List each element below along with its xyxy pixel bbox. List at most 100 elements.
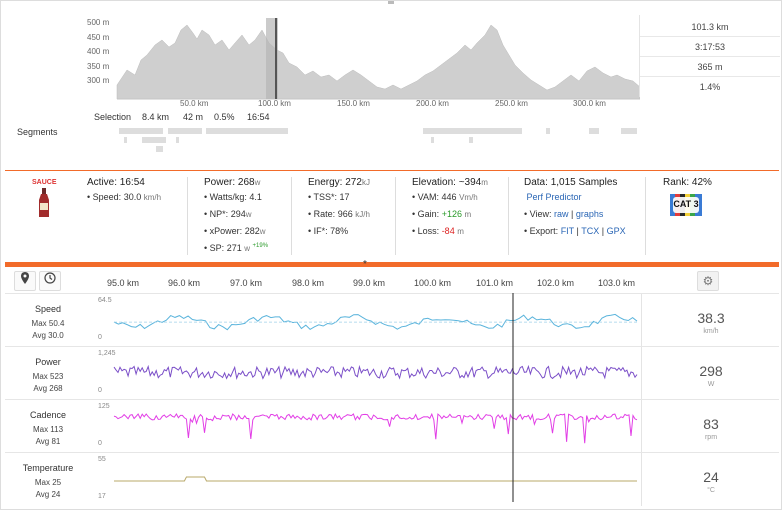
xpower-label: • xPower: (204, 226, 243, 236)
stream-unit: rpm (704, 434, 718, 441)
sauce-logo-text: SAUCE (32, 179, 57, 186)
rank-column: Rank: 42% (663, 177, 712, 192)
clock-icon (44, 272, 56, 284)
km-tick: 99.0 km (353, 278, 386, 288)
stream-max: Max 50.4 (31, 319, 65, 328)
stream-name: Speed (34, 304, 62, 314)
stream-unit: W (707, 381, 715, 388)
export-fit-link[interactable]: FIT (560, 226, 575, 236)
selection-gain: 42 m (183, 112, 204, 122)
speed-unit: km/h (143, 193, 162, 202)
rate-value: 966 (337, 209, 353, 219)
pin-button[interactable] (14, 271, 36, 291)
cat-badge-text: CAT 3 (673, 199, 699, 209)
stream-row-speed: Speed Max 50.4 Avg 30.0 64.5 0 38.3 km/h (5, 293, 779, 347)
speed-label: • Speed: (87, 192, 122, 202)
elevation-column: Elevation: ~394m • VAM: 446 Vm/h • Gain:… (412, 177, 488, 239)
stream-max: Max 25 (34, 478, 62, 487)
vam-unit: Vm/h (459, 193, 478, 202)
np-value: 294 (230, 209, 246, 219)
km-tick: 95.0 km (107, 278, 140, 288)
segments-label: Segments (17, 127, 58, 137)
sp-value: 271 (226, 243, 242, 253)
stream-axis-max: 64.5 (98, 297, 112, 304)
view-raw-link[interactable]: raw (554, 209, 569, 219)
data-title: Data: (524, 177, 548, 188)
stream-axis-min: 0 (98, 387, 102, 394)
settings-button[interactable]: ⚙ (697, 271, 719, 291)
elev-xtick: 50.0 km (180, 99, 209, 108)
sp-label: • SP: (204, 243, 225, 253)
stream-value: 38.3 (697, 310, 725, 326)
vam-label: • VAM: (412, 192, 439, 202)
stream-avg: Avg 268 (33, 384, 63, 393)
if-label: • IF*: (308, 226, 328, 236)
gear-icon: ⚙ (702, 274, 714, 288)
stat-grade: 1.4% (699, 82, 721, 92)
perf-predictor-link[interactable]: Perf Predictor (526, 192, 582, 202)
stream-line-temperature (114, 476, 637, 482)
cat-badge-icon[interactable]: CAT 3 (670, 194, 702, 216)
elev-ytick: 350 m (87, 62, 110, 71)
active-column: Active: 16:54 • Speed: 30.0 km/h (87, 177, 161, 205)
clock-button[interactable] (39, 271, 61, 291)
loss-label: • Loss: (412, 226, 440, 236)
data-value: 1,015 Samples (550, 177, 618, 188)
elev-xtick: 200.0 km (416, 99, 449, 108)
top-drag-handle[interactable] (388, 1, 394, 4)
view-graphs-link[interactable]: graphs (575, 209, 604, 219)
elev-xtick: 150.0 km (337, 99, 370, 108)
km-tick: 103.0 km (598, 278, 636, 288)
stream-max: Max 113 (32, 425, 64, 434)
export-gpx-link[interactable]: GPX (606, 226, 626, 236)
xpower-unit: w (259, 227, 266, 236)
np-label: • NP*: (204, 209, 229, 219)
tss-value: 17 (339, 192, 350, 202)
elev-ytick: 400 m (87, 47, 110, 56)
power-unit: w (254, 178, 261, 187)
km-tick: 100.0 km (414, 278, 452, 288)
stat-distance: 101.3 km (640, 17, 780, 37)
export-label: • Export: (524, 226, 559, 236)
stream-axis-max: 125 (98, 403, 110, 410)
rank-title: Rank: (663, 177, 690, 188)
elevation-value: ~394 (458, 177, 482, 188)
vam-value: 446 (441, 192, 457, 202)
energy-value: 272 (345, 177, 362, 188)
energy-unit: kJ (361, 178, 370, 187)
stream-line-speed (113, 313, 638, 331)
km-tick: 97.0 km (230, 278, 263, 288)
stat-time: 3:17:53 (640, 37, 780, 57)
data-column: Data: 1,015 Samples Perf Predictor • Vie… (524, 177, 626, 236)
selection-distance: 8.4 km (142, 112, 170, 122)
view-sep: | (571, 209, 574, 219)
panel-resize-handle[interactable]: * (363, 259, 367, 270)
export-tcx-link[interactable]: TCX (581, 226, 600, 236)
np-unit: w (245, 210, 252, 219)
stream-row-power: Power Max 523 Avg 268 1,245 0 298 W (5, 346, 779, 400)
stream-name: Temperature (22, 463, 74, 473)
km-tick: 98.0 km (292, 278, 325, 288)
elev-ytick: 300 m (87, 76, 110, 85)
stream-axis-min: 0 (98, 334, 102, 341)
pin-icon (21, 272, 29, 284)
active-value: 16:54 (119, 177, 145, 188)
stream-avg: Avg 81 (35, 437, 61, 446)
loss-value: -84 (441, 226, 455, 236)
elev-xtick: 300.0 km (573, 99, 606, 108)
km-tick: 102.0 km (537, 278, 575, 288)
wkg-value: 4.1 (249, 192, 262, 202)
route-stats: 101.3 km 3:17:53 365 m 1.4% (639, 15, 780, 97)
sp-unit: w (244, 244, 251, 253)
active-title: Active: (87, 177, 118, 188)
stream-unit: °C (707, 487, 715, 494)
power-column: Power: 268w • Watts/kg: 4.1 • NP*: 294w … (204, 177, 268, 256)
stream-value: 298 (699, 363, 723, 379)
rate-unit: kJ/h (355, 210, 370, 219)
elev-xtick: 250.0 km (495, 99, 528, 108)
elev-ytick: 500 m (87, 18, 110, 27)
stream-axis-min: 17 (98, 493, 106, 500)
elevation-profile[interactable] (77, 15, 640, 101)
